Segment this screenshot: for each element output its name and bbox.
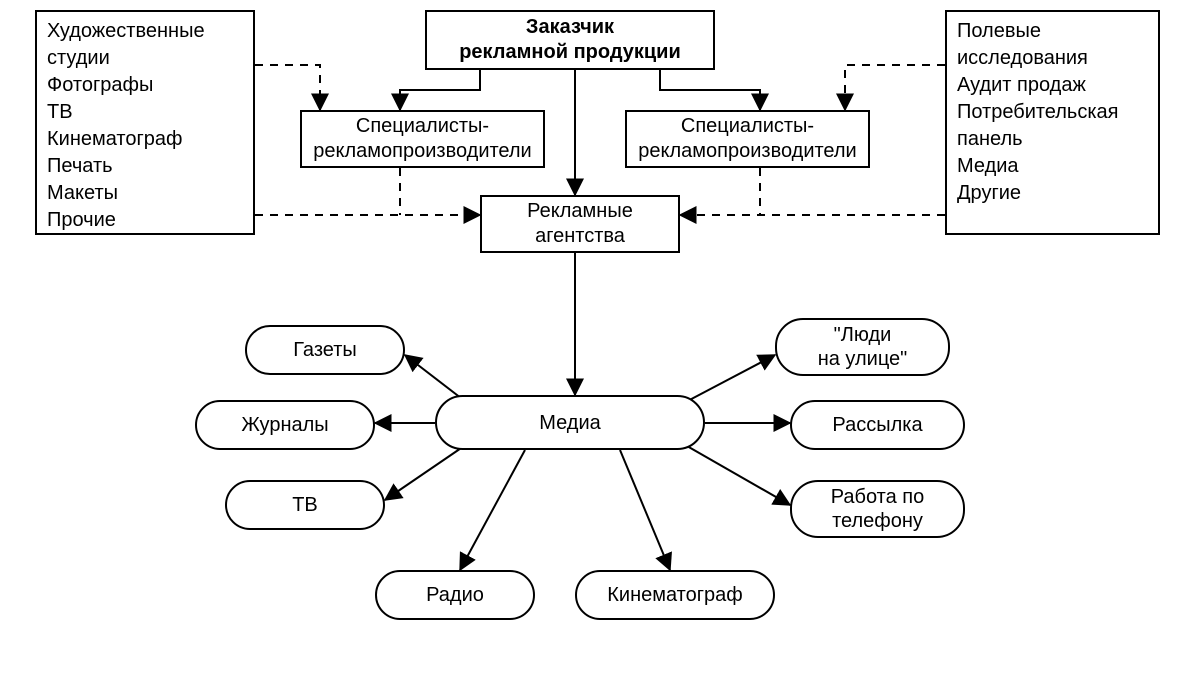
node-label: "Люди на улице" — [818, 323, 908, 371]
list-item: студии — [47, 45, 205, 72]
text: рекламопроизводители — [313, 140, 531, 162]
text: Специалисты- — [681, 115, 814, 137]
node-rabota: Работа по телефону — [790, 480, 965, 538]
node-spec-left: Специалисты- рекламопроизводители — [300, 110, 545, 168]
node-rassylka: Рассылка — [790, 400, 965, 450]
text: рекламопроизводители — [638, 140, 856, 162]
node-tv: ТВ — [225, 480, 385, 530]
edge-mediaHub-kino — [620, 450, 670, 570]
node-label: ТВ — [292, 493, 318, 517]
node-label: Газеты — [293, 338, 357, 362]
text: Специалисты- — [356, 115, 489, 137]
list-item: Макеты — [47, 180, 205, 207]
list-item: Полевые — [957, 18, 1119, 45]
list-item: Печать — [47, 153, 205, 180]
node-zhurnaly: Журналы — [195, 400, 375, 450]
text: рекламной продукции — [459, 41, 681, 63]
list-item: исследования — [957, 45, 1119, 72]
text: "Люди — [834, 324, 892, 346]
list-content: Полевые исследования Аудит продаж Потреб… — [957, 18, 1119, 207]
node-spec-right: Специалисты- рекламопроизводители — [625, 110, 870, 168]
list-item: Художественные — [47, 18, 205, 45]
node-label: Журналы — [241, 413, 328, 437]
list-content: Художественные студии Фотографы ТВ Кинем… — [47, 18, 205, 234]
node-gazety: Газеты — [245, 325, 405, 375]
node-radio: Радио — [375, 570, 535, 620]
node-media-hub: Медиа — [435, 395, 705, 450]
text: Работа по — [831, 486, 925, 508]
text: на улице" — [818, 348, 908, 370]
edge-mediaHub-lyudi — [680, 355, 775, 405]
list-item: Аудит продаж — [957, 72, 1119, 99]
edge-rightList-specRight — [845, 65, 945, 110]
text: агентства — [535, 225, 625, 247]
node-label: Радио — [426, 583, 484, 607]
edge-leftList-specLeft — [255, 65, 320, 110]
text: телефону — [832, 510, 923, 532]
edge-customer-specLeft — [400, 70, 480, 110]
node-customer: Заказчик рекламной продукции — [425, 10, 715, 70]
edge-mediaHub-radio — [460, 450, 525, 570]
edge-mediaHub-rabota — [680, 442, 790, 505]
node-label: Медиа — [539, 411, 601, 435]
node-agencies: Рекламные агентства — [480, 195, 680, 253]
node-label: Специалисты- рекламопроизводители — [638, 114, 856, 164]
node-right-list: Полевые исследования Аудит продаж Потреб… — [945, 10, 1160, 235]
list-item: Потребительская — [957, 99, 1119, 126]
list-item: Кинематограф — [47, 126, 205, 153]
node-label: Кинематограф — [607, 583, 742, 607]
list-item: панель — [957, 126, 1119, 153]
edge-customer-specRight — [660, 70, 760, 110]
list-item: Фотографы — [47, 72, 205, 99]
text: Рекламные — [527, 200, 633, 222]
list-item: ТВ — [47, 99, 205, 126]
node-lyudi: "Люди на улице" — [775, 318, 950, 376]
text: Заказчик — [526, 16, 614, 38]
edge-mediaHub-tv — [385, 442, 470, 500]
node-label: Заказчик рекламной продукции — [459, 15, 681, 65]
list-item: Медиа — [957, 153, 1119, 180]
node-left-list: Художественные студии Фотографы ТВ Кинем… — [35, 10, 255, 235]
list-item: Другие — [957, 180, 1119, 207]
diagram-canvas: Заказчик рекламной продукции Художествен… — [0, 0, 1190, 680]
node-label: Работа по телефону — [831, 485, 925, 533]
node-label: Специалисты- рекламопроизводители — [313, 114, 531, 164]
list-item: Прочие — [47, 207, 205, 234]
node-label: Рекламные агентства — [527, 199, 633, 249]
node-label: Рассылка — [832, 413, 922, 437]
node-kino: Кинематограф — [575, 570, 775, 620]
